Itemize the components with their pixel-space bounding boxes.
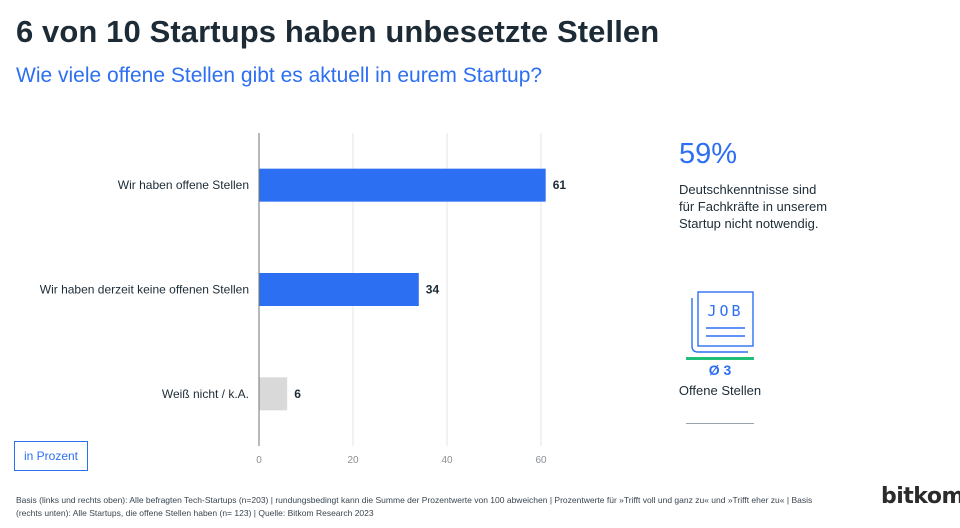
stat-text: Deutschkenntnisse sind für Fachkräfte in… xyxy=(679,182,828,231)
bar xyxy=(259,168,546,202)
bar-chart: 0 20 40 60 Wir haben offene Stellen 61 Wir hab… xyxy=(40,133,567,466)
stat-value: 59% xyxy=(679,138,738,170)
category-label: Wir haben offene Stellen xyxy=(118,178,249,192)
category-label: Weiß nicht / k.A. xyxy=(162,387,249,401)
x-tick-label: 0 xyxy=(256,455,262,466)
category-label: Wir haben derzeit keine offenen Stellen xyxy=(40,283,249,297)
bar xyxy=(259,377,288,411)
brand-logo: bitkom xyxy=(881,484,960,509)
bar xyxy=(259,273,419,306)
x-tick-label: 40 xyxy=(441,455,453,466)
value-label: 61 xyxy=(553,178,567,192)
page-subtitle: Wie viele offene Stellen gibt es aktuell… xyxy=(16,64,543,87)
average-underline xyxy=(686,423,754,424)
unit-label: in Prozent xyxy=(14,441,88,471)
job-icon-text: JOB xyxy=(707,302,743,320)
average-label: Offene Stellen xyxy=(678,383,762,398)
job-newspaper-icon: JOB xyxy=(691,291,754,353)
x-tick-label: 60 xyxy=(535,455,547,466)
value-label: 34 xyxy=(426,283,440,297)
x-tick-label: 20 xyxy=(347,455,359,466)
footnote: Basis (links und rechts oben): Alle befr… xyxy=(16,495,813,518)
average-value: Ø 3 xyxy=(708,362,732,378)
average-accent-line xyxy=(686,357,754,360)
value-label: 6 xyxy=(294,387,301,401)
page-title: 6 von 10 Startups haben unbesetzte Stell… xyxy=(16,14,660,49)
